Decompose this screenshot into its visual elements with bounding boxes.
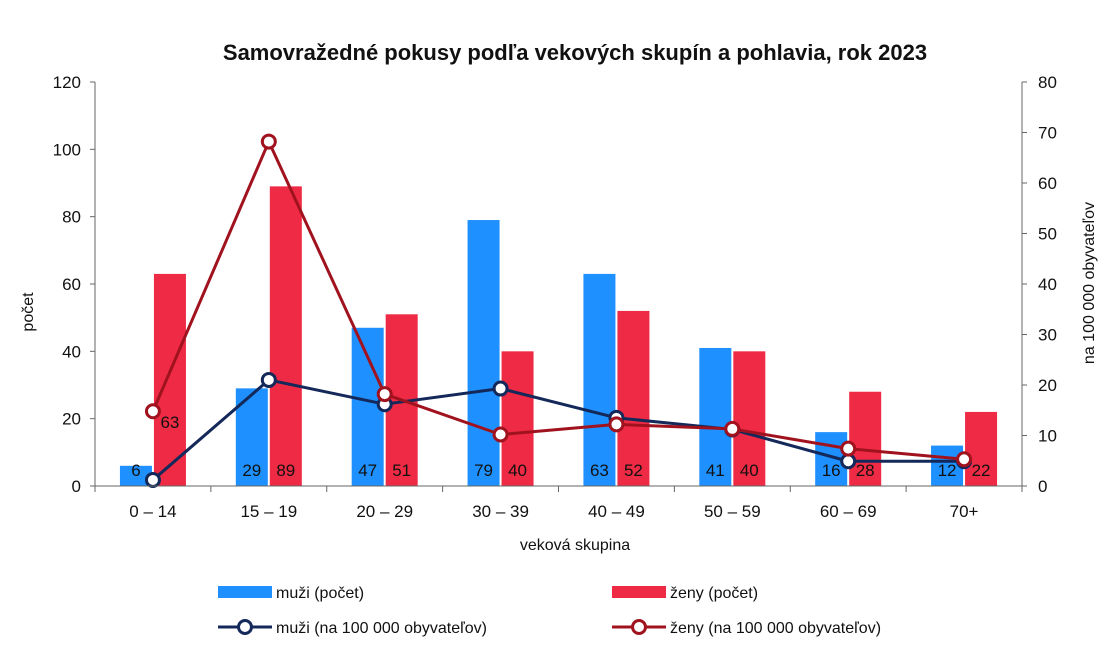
y2-tick-label: 40 [1038,275,1057,294]
x-axis-ticks: 0 – 14 15 – 19 20 – 29 30 – 39 40 – 49 50 – 5… [94,486,1023,521]
bar-muzi-pocet [699,347,732,486]
x-axis-label: veková skupina [520,537,630,554]
point-muzi-rate [840,453,857,470]
point-muzi-rate [260,371,277,388]
y2-tick-label: 50 [1038,225,1057,244]
bar-zeny-pocet [733,351,766,486]
legend-label: muži (počet) [276,585,364,602]
data-label-zeny: 28 [856,461,875,480]
data-label-zeny: 52 [624,461,643,480]
legend-swatch-marker [631,619,647,635]
bar-zeny-pocet [849,391,882,486]
y2-tick-label: 30 [1038,326,1057,345]
lines-layer [144,133,973,488]
y-tick-label: 20 [62,410,81,429]
legend: muži (počet) ženy (počet) muži (na 100 000… [218,585,881,637]
x-tick-label: 20 – 29 [356,502,413,521]
y-tick-label: 80 [62,208,81,227]
y2-tick-label: 70 [1038,124,1057,143]
y2-tick-label: 0 [1038,477,1047,496]
y2-tick-label: 10 [1038,427,1057,446]
y-axis-label: počet [20,292,37,332]
bars-layer [119,186,998,487]
bar-labels-layer: 6 29 47 79 63 41 16 12 63 89 51 40 52 40 28 22 [131,413,990,480]
y-axis-ticks: 0 20 40 60 80 100 120 [53,73,95,496]
data-label-muzi: 41 [706,461,725,480]
line-muzi-rate [151,378,965,482]
y2-axis-ticks: 0 10 20 30 40 50 60 70 80 [1022,73,1057,496]
y2-tick-label: 80 [1038,73,1057,92]
legend-label: ženy (na 100 000 obyvateľov) [670,620,881,637]
data-label-muzi: 29 [242,461,261,480]
legend-label: muži (na 100 000 obyvateľov) [276,620,487,637]
point-zeny-rate [956,451,973,468]
x-tick-label: 30 – 39 [472,502,529,521]
x-tick-label: 50 – 59 [704,502,761,521]
data-label-zeny: 89 [276,461,295,480]
point-muzi-rate [144,471,161,488]
data-label-zeny: 51 [392,461,411,480]
data-label-zeny: 22 [972,461,991,480]
data-label-muzi: 6 [131,461,140,480]
x-tick-label: 70+ [950,502,979,521]
point-zeny-rate [376,386,393,403]
data-label-muzi: 12 [938,461,957,480]
bar-zeny-pocet [153,273,186,486]
y2-tick-label: 60 [1038,174,1057,193]
plot-area: 6 29 47 79 63 41 16 12 63 89 51 40 52 40 28 22 [94,82,1023,488]
data-label-muzi: 79 [474,461,493,480]
bar-muzi-pocet [583,273,616,486]
y-tick-label: 100 [53,140,81,159]
y-tick-label: 60 [62,275,81,294]
bar-muzi-pocet [467,220,500,487]
y-tick-label: 0 [72,477,81,496]
data-label-muzi: 47 [358,461,377,480]
line-zeny-rate [151,140,965,461]
x-tick-label: 0 – 14 [129,502,176,521]
data-label-muzi: 63 [590,461,609,480]
point-muzi-rate [492,380,509,397]
legend-swatch-marker [237,619,253,635]
point-zeny-rate [840,440,857,457]
chart-title: Samovražedné pokusy podľa vekových skupí… [223,40,927,65]
data-label-zeny: 40 [740,461,759,480]
bar-zeny-pocet [269,186,302,486]
point-zeny-rate [724,420,741,437]
y-tick-label: 120 [53,73,81,92]
data-label-zeny: 40 [508,461,527,480]
x-tick-label: 40 – 49 [588,502,645,521]
bar-zeny-pocet [617,310,650,486]
legend-label: ženy (počet) [670,585,758,602]
point-zeny-rate [260,133,277,150]
y2-tick-label: 20 [1038,376,1057,395]
bar-muzi-pocet [119,465,152,486]
point-zeny-rate [492,426,509,443]
data-label-muzi: 16 [822,461,841,480]
data-label-zeny: 63 [160,413,179,432]
y2-axis-label: na 100 000 obyvateľov [1081,202,1098,364]
legend-swatch [218,586,272,598]
x-tick-label: 60 – 69 [820,502,877,521]
y-tick-label: 40 [62,342,81,361]
bar-zeny-pocet [501,351,534,486]
bar-zeny-pocet [965,411,998,486]
point-zeny-rate [608,416,625,433]
legend-swatch [612,586,666,598]
point-zeny-rate [144,403,161,420]
x-tick-label: 15 – 19 [240,502,297,521]
